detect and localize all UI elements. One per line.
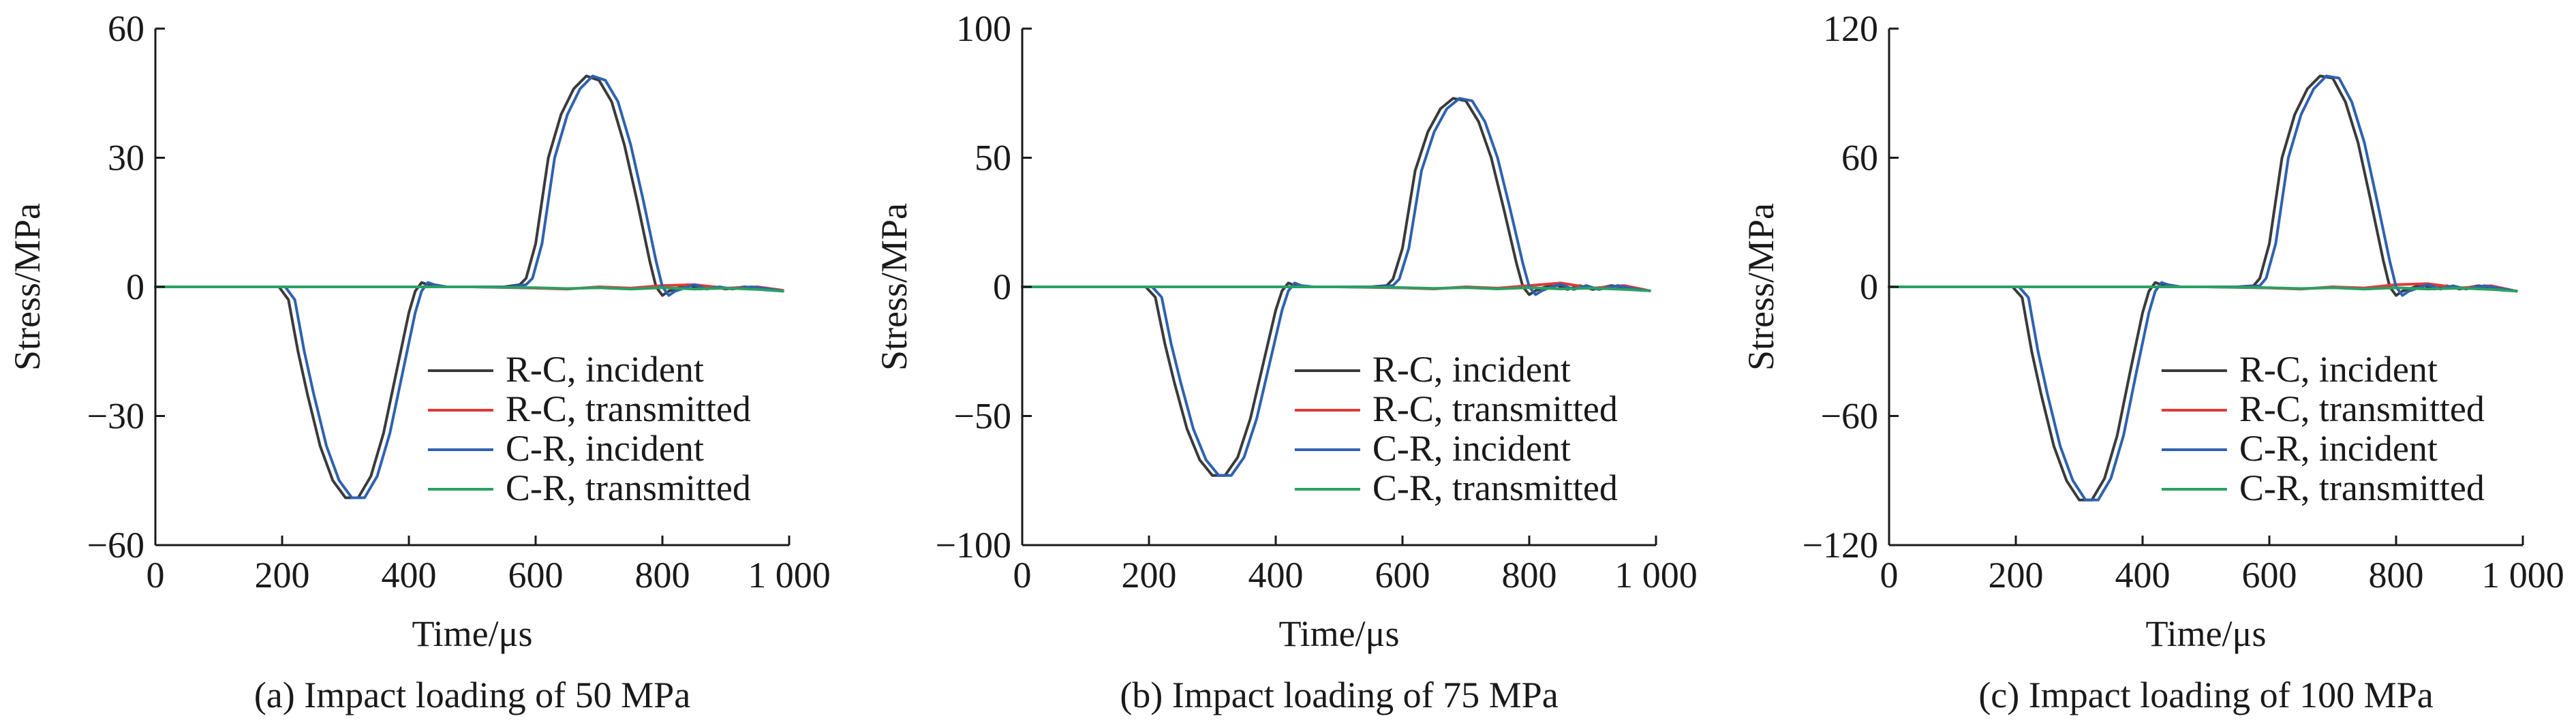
series-line-4 (154, 286, 784, 293)
x-tick-label: 0 (1880, 555, 1899, 596)
legend-label: R-C, transmitted (2239, 388, 2485, 429)
x-tick-label: 600 (508, 555, 564, 596)
x-tick-label: 600 (2242, 555, 2297, 596)
x-tick-label: 1 000 (2481, 555, 2564, 596)
y-tick-label: 50 (975, 138, 1011, 179)
y-axis-label: Stress/MPa (7, 203, 48, 371)
tick-label-layer: 0 200 400 600 800 1 000 −100 −50 0 50 100 (936, 8, 1698, 596)
x-tick-label: 0 (1013, 555, 1032, 596)
legend-label: R-C, incident (1373, 349, 1571, 390)
x-tick-label: 0 (147, 555, 165, 596)
x-axis-label: Time/μs (412, 613, 532, 654)
legend-label: R-C, transmitted (1373, 388, 1618, 429)
x-axis-label: Time/μs (2145, 613, 2266, 654)
x-tick-label: 800 (2369, 555, 2424, 596)
x-tick-label: 400 (1248, 555, 1304, 596)
x-tick-label: 1 000 (748, 555, 831, 596)
panel-caption: (a) Impact loading of 50 MPa (254, 675, 690, 715)
y-tick-label: 120 (1823, 8, 1878, 49)
tick-label-layer: 0 200 400 600 800 1 000 −60 −30 0 30 60 (87, 8, 831, 596)
x-axis-label: Time/μs (1278, 613, 1399, 654)
y-axis-label: Stress/MPa (1741, 203, 1781, 371)
legend-label: R-C, incident (506, 349, 704, 390)
legend-label: C-R, transmitted (1373, 467, 1618, 508)
y-axis-label: Stress/MPa (874, 203, 915, 371)
y-tick-label: −30 (87, 396, 144, 437)
x-tick-label: 600 (1375, 555, 1430, 596)
y-tick-label: −100 (936, 525, 1011, 566)
chart-panel-a: 0 200 400 600 800 1 000 −60 −30 0 30 60 Time/μs St… (7, 8, 831, 715)
legend-label: C-R, transmitted (506, 467, 751, 508)
x-tick-label: 800 (1502, 555, 1557, 596)
tick-label-layer: 0 200 400 600 800 1 000 −120 −60 0 60 120 (1803, 8, 2564, 596)
y-tick-label: −50 (954, 396, 1011, 437)
y-tick-label: 0 (993, 266, 1011, 307)
x-tick-label: 400 (2115, 555, 2171, 596)
y-tick-label: 60 (108, 8, 144, 49)
x-tick-label: 200 (1989, 555, 2044, 596)
y-tick-label: 0 (126, 266, 144, 307)
y-tick-label: −60 (87, 525, 144, 566)
series-layer (154, 74, 784, 499)
series-line-4 (1888, 286, 2518, 293)
x-tick-label: 800 (635, 555, 690, 596)
axes-layer (1021, 27, 1657, 546)
legend-label: C-R, incident (1373, 428, 1571, 469)
x-tick-label: 400 (382, 555, 437, 596)
panel-caption: (c) Impact loading of 100 MPa (1978, 675, 2433, 715)
panel-caption: (b) Impact loading of 75 MPa (1120, 675, 1558, 715)
series-layer (1888, 74, 2518, 502)
legend-label: R-C, incident (2239, 349, 2438, 390)
y-tick-label: 60 (1841, 138, 1878, 179)
x-tick-label: 200 (255, 555, 310, 596)
x-tick-label: 1 000 (1614, 555, 1698, 596)
y-tick-label: 0 (1860, 266, 1878, 307)
legend-label: C-R, incident (506, 428, 704, 469)
series-layer (1021, 97, 1651, 477)
y-tick-label: −120 (1803, 525, 1878, 566)
axes-layer (1888, 27, 2524, 546)
y-tick-label: 30 (108, 138, 144, 179)
x-tick-label: 200 (1122, 555, 1177, 596)
legend-label: C-R, incident (2239, 428, 2438, 469)
axes-layer (154, 27, 791, 546)
series-line-4 (1021, 286, 1651, 292)
y-tick-label: 100 (956, 8, 1011, 49)
legend-label: C-R, transmitted (2239, 467, 2485, 508)
y-tick-label: −60 (1821, 396, 1878, 437)
legend-label: R-C, transmitted (506, 388, 751, 429)
